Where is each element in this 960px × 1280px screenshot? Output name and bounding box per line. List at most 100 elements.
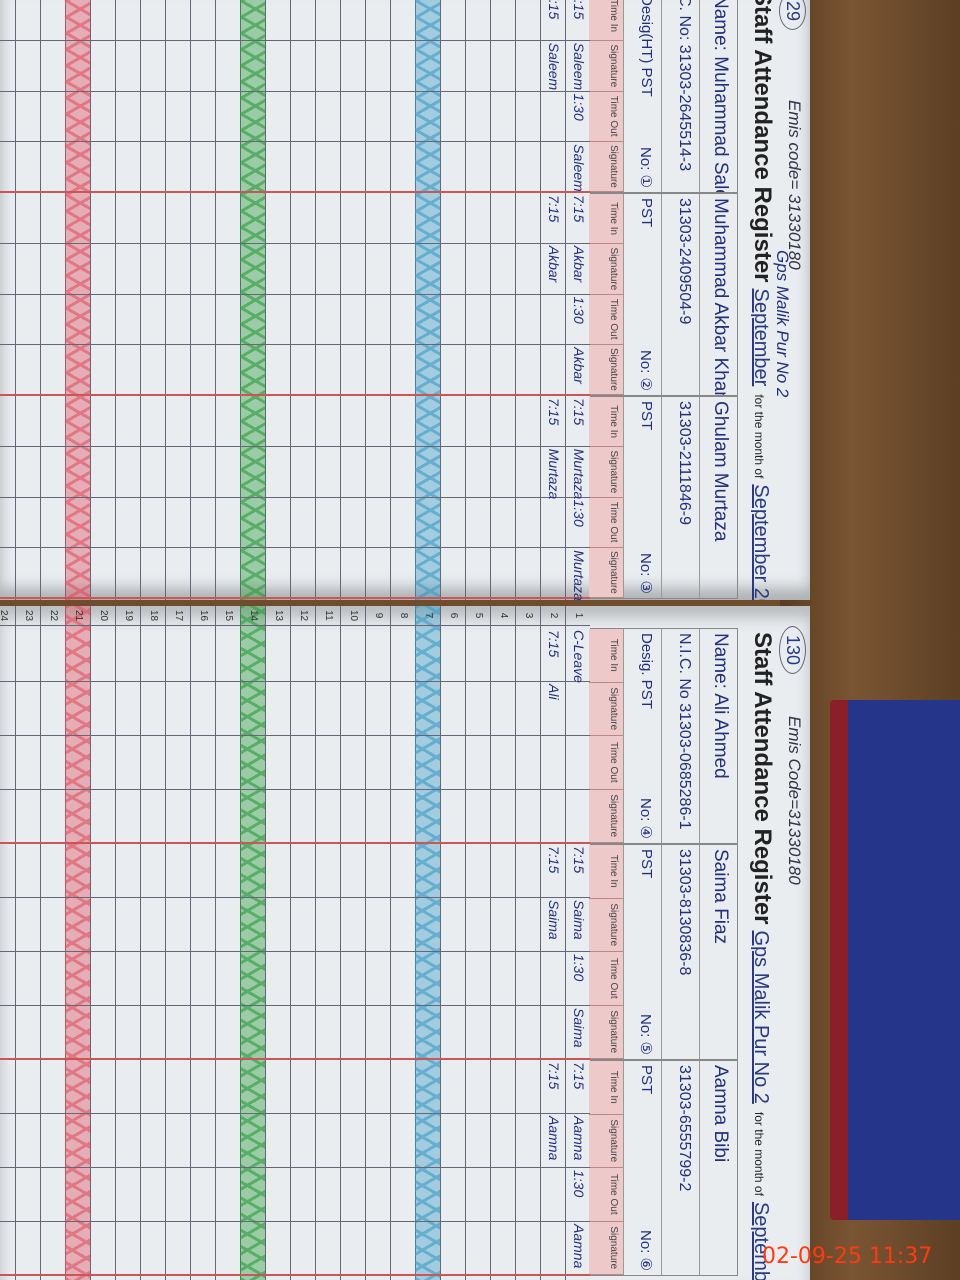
day-number: 23 [15, 606, 40, 626]
attendance-cell [265, 844, 290, 898]
table-row: 21 [65, 606, 90, 1280]
attendance-cell [440, 952, 465, 1006]
attendance-cell [440, 193, 465, 244]
attendance-cell [440, 446, 465, 498]
table-row: 2 7:15 Ali 7:15 Saima 7:15 Aamna [540, 606, 565, 1280]
attendance-cell [265, 548, 290, 599]
designation: PST [638, 198, 655, 228]
attendance-cell [465, 1060, 490, 1114]
attendance-cell [140, 790, 165, 844]
table-row: 14 [240, 606, 265, 1280]
attendance-cell [415, 628, 440, 682]
column-header: Signature [589, 244, 623, 295]
attendance-cell [290, 1222, 315, 1276]
attendance-cell [465, 0, 490, 41]
column-header-row: Time In Signature Time Out Signature [589, 845, 623, 1059]
attendance-cell [65, 736, 90, 790]
attendance-cell [515, 142, 540, 193]
attendance-cell [465, 446, 490, 498]
attendance-cell [540, 736, 565, 790]
column-header: Time In [589, 1061, 623, 1115]
attendance-cell [465, 142, 490, 193]
attendance-cell [390, 497, 415, 549]
register-title: Staff Attendance Register Gps Malik Pur N… [748, 632, 776, 1280]
table-row: 4 [490, 606, 515, 1280]
attendance-cell [465, 1222, 490, 1276]
attendance-cell [90, 628, 115, 682]
designation: Desig(HT) PST [638, 0, 655, 97]
attendance-cell [165, 952, 190, 1006]
attendance-cell [140, 0, 165, 41]
attendance-cell [365, 243, 390, 295]
attendance-cell [340, 0, 365, 41]
attendance-cell [440, 682, 465, 736]
column-header: Signature [589, 789, 623, 843]
attendance-cell [465, 1168, 490, 1222]
attendance-cell [165, 1222, 190, 1276]
attendance-cell [90, 952, 115, 1006]
attendance-cell [515, 952, 540, 1006]
attendance-cell [190, 294, 215, 346]
column-header: Signature [589, 898, 623, 952]
school-name: Gps Malik Pur No 2 [750, 930, 772, 1104]
attendance-cell [215, 396, 240, 447]
attendance-cell [115, 446, 140, 498]
attendance-cell [40, 1060, 65, 1114]
attendance-cell [290, 91, 315, 143]
attendance-cell [190, 497, 215, 549]
attendance-cell: 7:15 [540, 396, 565, 447]
column-header: Signature [589, 1221, 623, 1275]
day-number: 4 [490, 606, 515, 626]
staff-number: No: ⑤ [637, 1014, 654, 1055]
attendance-cell [415, 1060, 440, 1114]
table-row: 10 [340, 606, 365, 1280]
attendance-cell: 1:30 [565, 294, 590, 346]
attendance-cell [215, 294, 240, 346]
attendance-cell [0, 91, 15, 143]
day-number: 12 [290, 606, 315, 626]
attendance-cell [540, 91, 565, 143]
attendance-cell [240, 790, 265, 844]
attendance-cell [315, 548, 340, 599]
designation: PST [638, 1065, 655, 1095]
for-month-label: for the month of [752, 1111, 766, 1196]
attendance-cell [290, 790, 315, 844]
attendance-cell [515, 446, 540, 498]
attendance-cell: Saleem [540, 40, 565, 92]
attendance-cell [240, 952, 265, 1006]
attendance-cell [90, 1060, 115, 1114]
attendance-cell: 7:15 [540, 844, 565, 898]
attendance-cell [40, 1114, 65, 1168]
attendance-cell [365, 91, 390, 143]
staff-cnic: N.I.C. No 31303-0685286-1 [661, 629, 699, 843]
attendance-cell [165, 898, 190, 952]
attendance-cell [190, 548, 215, 599]
attendance-cell [440, 628, 465, 682]
attendance-cell [215, 548, 240, 599]
attendance-cell [190, 446, 215, 498]
attendance-cell [240, 446, 265, 498]
attendance-cell [15, 0, 40, 41]
attendance-cell [165, 497, 190, 549]
attendance-cell [390, 0, 415, 41]
attendance-cell [415, 898, 440, 952]
day-number: 7 [415, 606, 440, 626]
attendance-cell [440, 1006, 465, 1060]
attendance-cell [490, 1222, 515, 1276]
table-row [315, 0, 340, 600]
table-row: 23 [15, 606, 40, 1280]
column-header: Time Out [589, 952, 623, 1006]
attendance-cell [0, 446, 15, 498]
table-row: 17 [165, 606, 190, 1280]
attendance-cell [440, 40, 465, 92]
title-text: Staff Attendance Register [749, 0, 776, 283]
attendance-cell [565, 736, 590, 790]
day-number: 16 [190, 606, 215, 626]
attendance-cell [0, 898, 15, 952]
day-number: 11 [315, 606, 340, 626]
attendance-cell [115, 1060, 140, 1114]
attendance-cell [40, 898, 65, 952]
attendance-cell [365, 548, 390, 599]
attendance-cell [165, 736, 190, 790]
attendance-cell [115, 844, 140, 898]
